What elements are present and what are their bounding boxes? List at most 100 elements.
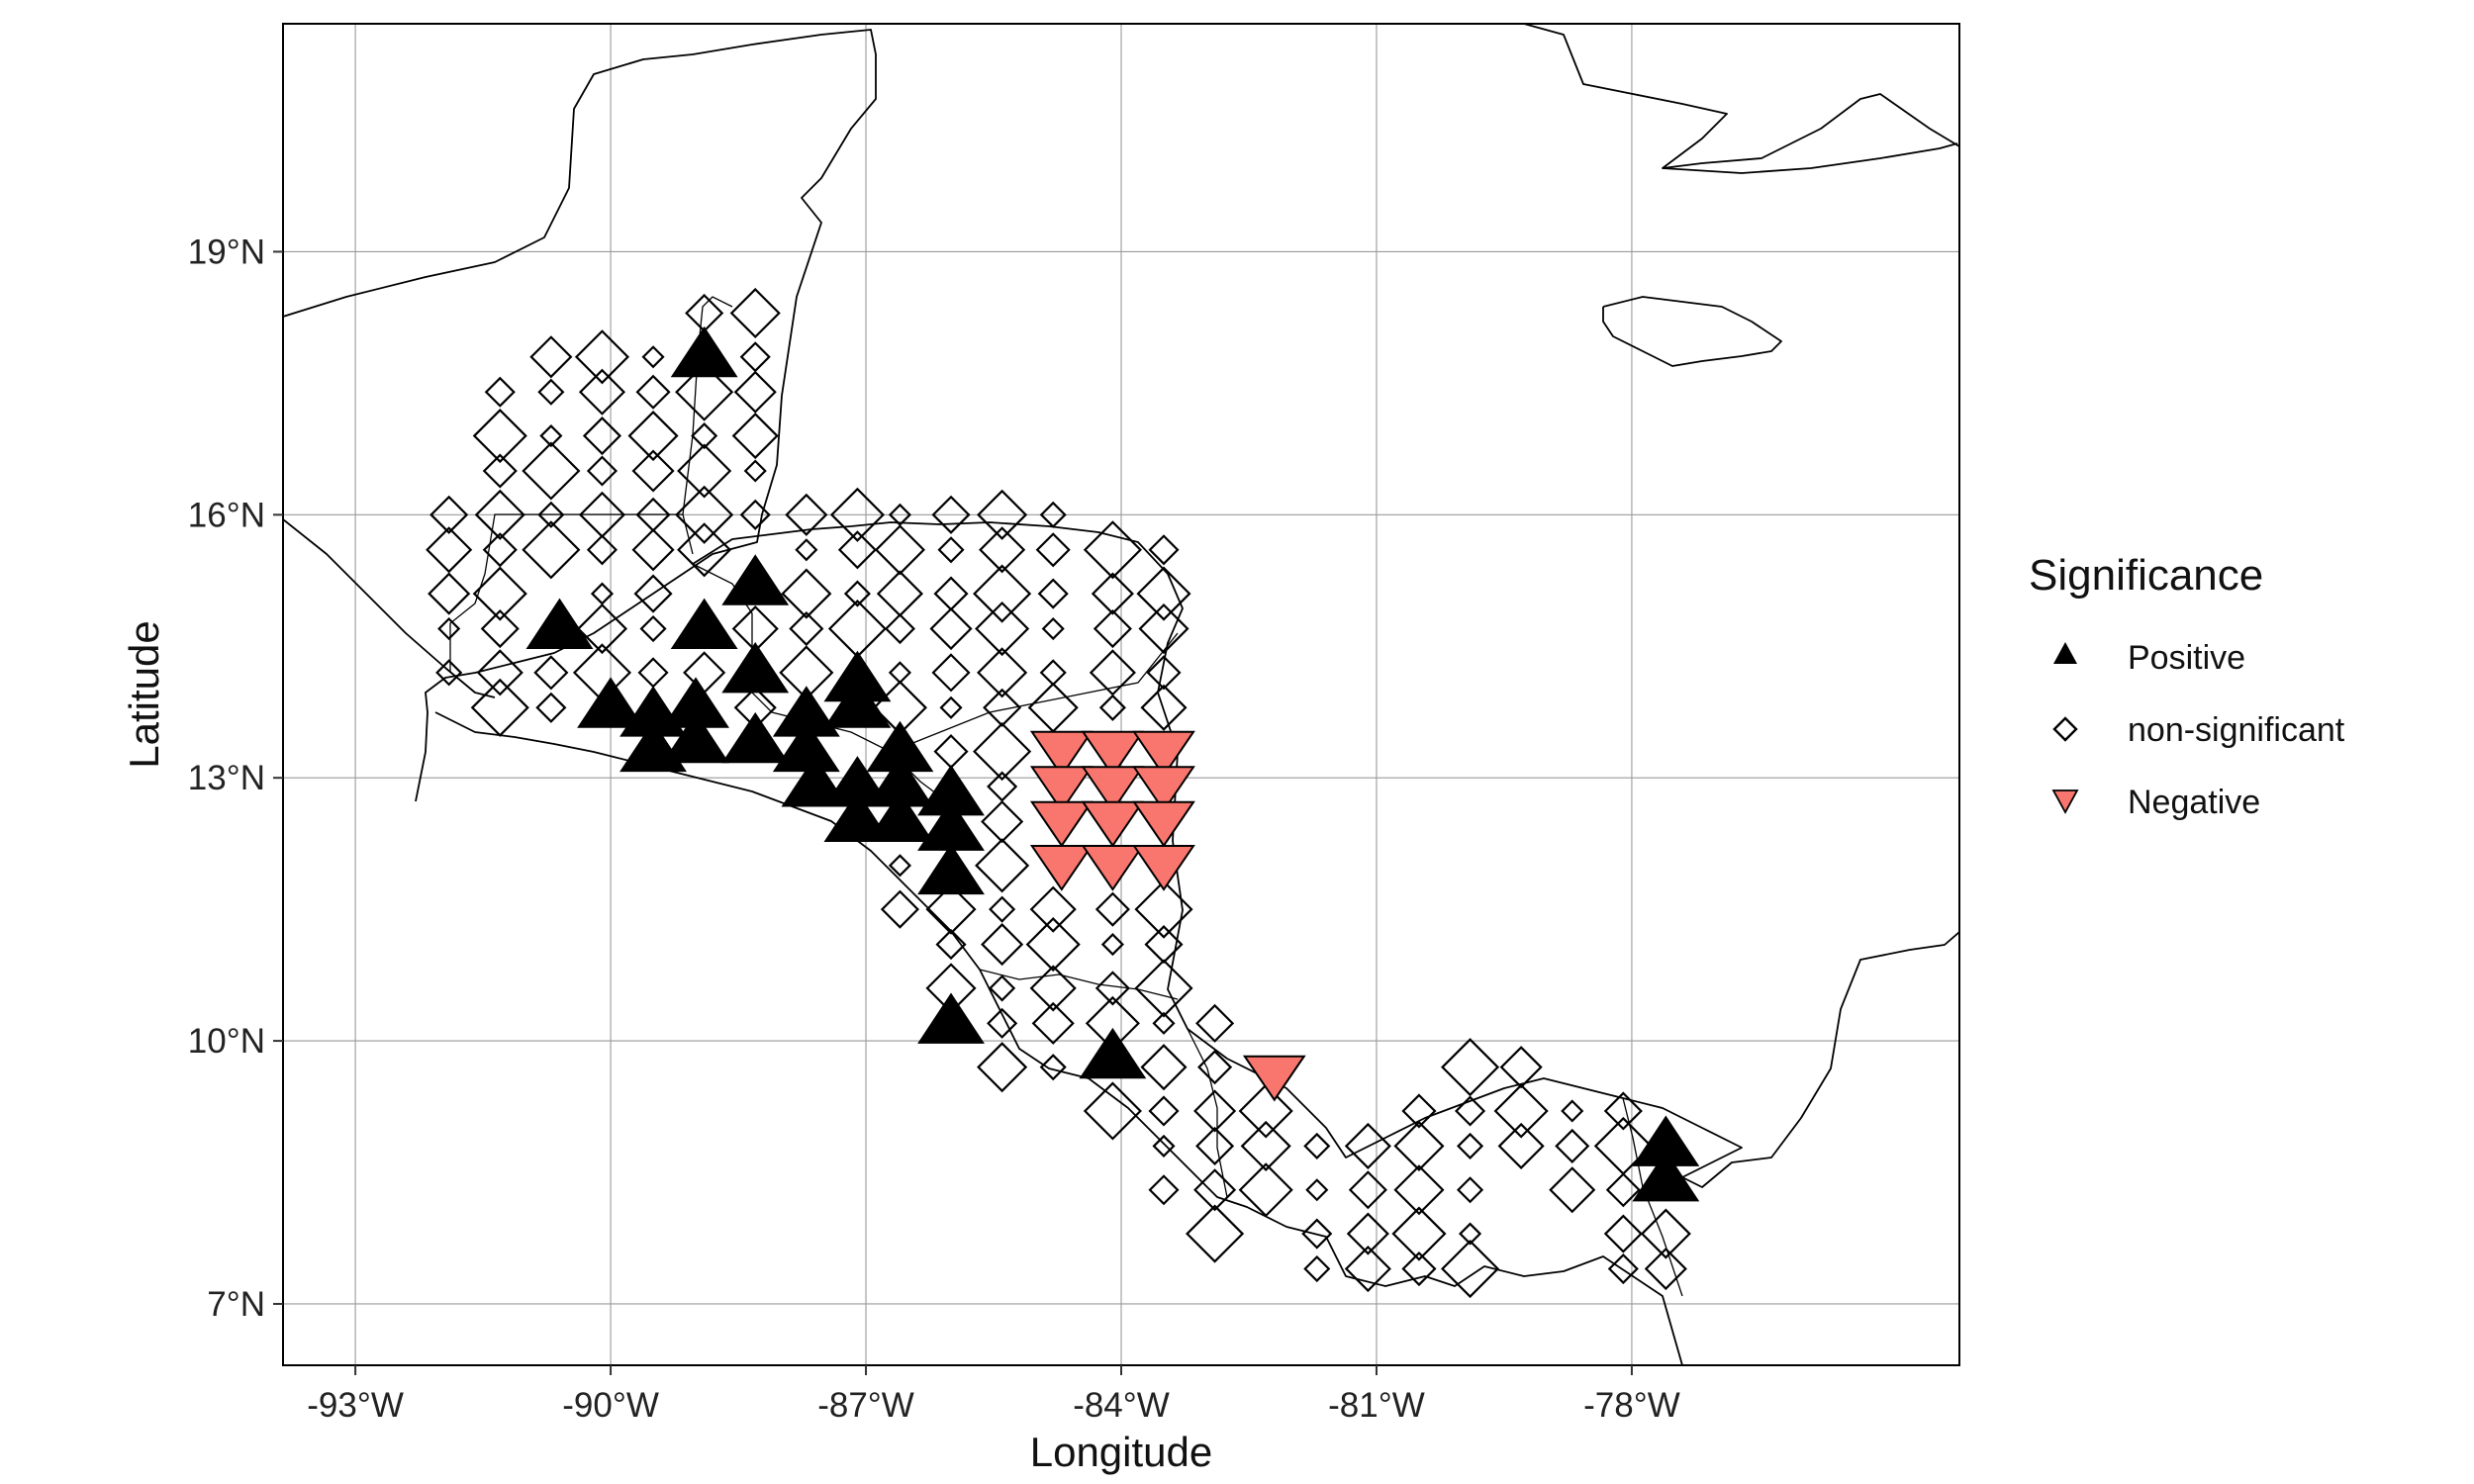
marker-positive: [917, 843, 985, 895]
marker-nonsignificant: [1303, 1132, 1331, 1159]
cuba-east-coastline: [1662, 142, 1958, 174]
marker-nonsignificant: [691, 421, 718, 450]
marker-nonsignificant: [1197, 1050, 1233, 1085]
y-tick-label: 13°N: [188, 759, 265, 797]
marker-nonsignificant: [989, 974, 1016, 1002]
marker-positive: [823, 677, 892, 728]
marker-positive: [781, 756, 849, 807]
marker-nonsignificant: [935, 929, 967, 961]
costa-rica-border: [979, 969, 1179, 1000]
marker-negative: [1132, 800, 1195, 848]
marker-nonsignificant: [631, 528, 675, 572]
marker-nonsignificant: [1301, 1218, 1333, 1250]
marker-nonsignificant: [677, 443, 732, 499]
marker-nonsignificant: [1039, 1054, 1067, 1081]
marker-nonsignificant: [539, 423, 563, 448]
legend-item-nonsignificant: non-significant: [2052, 711, 2345, 749]
marker-nonsignificant: [1603, 1214, 1643, 1253]
legend-title: Significance: [2029, 551, 2263, 600]
marker-nonsignificant: [1094, 971, 1130, 1006]
mexico-yucatan-coastline: [283, 29, 877, 802]
marker-negative: [1081, 766, 1145, 813]
marker-nonsignificant: [1240, 1120, 1291, 1171]
marker-nonsignificant: [739, 499, 771, 530]
y-tick-label: 7°N: [207, 1285, 265, 1324]
marker-nonsignificant: [484, 376, 516, 408]
marker-nonsignificant: [627, 410, 679, 462]
x-tick-label: -84°W: [1073, 1386, 1170, 1425]
nicaragua-border: [890, 632, 1179, 753]
marker-nonsignificant: [641, 345, 665, 369]
marker-nonsignificant: [1146, 655, 1182, 691]
marker-negative: [1029, 766, 1094, 813]
marker-nonsignificant: [1348, 1170, 1387, 1210]
marker-nonsignificant: [1605, 1172, 1641, 1208]
marker-nonsignificant: [1391, 1206, 1447, 1261]
central-america-caribbean-coastline: [692, 521, 1959, 1188]
x-tick-label: -81°W: [1328, 1386, 1425, 1425]
marker-nonsignificant: [1238, 1083, 1293, 1139]
marker-nonsignificant: [586, 455, 618, 487]
marker-nonsignificant: [1457, 1176, 1484, 1204]
marker-nonsignificant: [925, 883, 977, 935]
marker-nonsignificant: [476, 649, 523, 696]
marker-nonsignificant: [675, 485, 734, 544]
x-axis-title: Longitude: [1030, 1429, 1213, 1475]
marker-positive: [577, 677, 644, 728]
marker-nonsignificant: [843, 580, 871, 607]
marker-nonsignificant: [1195, 1003, 1235, 1043]
y-axis-ticks: 7°N 10°N 13°N 16°N 19°N: [188, 232, 283, 1324]
marker-nonsignificant: [631, 449, 675, 493]
marker-positive: [1079, 1027, 1147, 1079]
belize-border: [682, 296, 733, 515]
marker-nonsignificant: [537, 501, 565, 528]
marker-nonsignificant: [1031, 1001, 1075, 1045]
marker-nonsignificant: [931, 495, 971, 534]
marker-nonsignificant: [586, 534, 618, 566]
marker-positive: [662, 711, 729, 764]
marker-nonsignificant: [981, 799, 1024, 844]
marker-nonsignificant: [578, 368, 626, 416]
marker-nonsignificant: [1098, 694, 1126, 721]
marker-positive: [866, 790, 934, 843]
marker-negative: [1029, 730, 1094, 778]
marker-positive: [721, 641, 790, 694]
marker-nonsignificant: [1344, 1122, 1391, 1169]
marker-nonsignificant: [977, 647, 1028, 698]
marker-nonsignificant: [1140, 1044, 1188, 1091]
marker-nonsignificant: [429, 495, 469, 534]
marker-negative: [1242, 1055, 1306, 1102]
marker-nonsignificant: [1393, 1120, 1445, 1171]
marker-nonsignificant: [1193, 1168, 1237, 1212]
marker-negative: [1081, 800, 1145, 848]
y-tick-label: 10°N: [188, 1022, 265, 1061]
marker-nonsignificant: [1393, 1164, 1445, 1216]
marker-nonsignificant: [1457, 1132, 1484, 1159]
marker-nonsignificant: [1134, 959, 1193, 1018]
marker-nonsignificant: [743, 459, 767, 483]
marker-nonsignificant: [975, 601, 1030, 657]
x-tick-label: -90°W: [562, 1386, 659, 1425]
map-markers: [426, 287, 1700, 1299]
legend-item-negative: Negative: [2051, 784, 2260, 821]
marker-nonsignificant: [482, 453, 518, 489]
marker-nonsignificant: [1037, 578, 1069, 609]
marker-nonsignificant: [1091, 572, 1134, 615]
legend-label-nonsignificant: non-significant: [2128, 711, 2345, 749]
marker-nonsignificant: [677, 522, 732, 578]
marker-nonsignificant: [1607, 1252, 1639, 1285]
marker-nonsignificant: [977, 489, 1028, 540]
marker-nonsignificant: [977, 1042, 1028, 1093]
marker-nonsignificant: [533, 655, 569, 691]
marker-nonsignificant: [931, 653, 971, 693]
marker-nonsignificant: [939, 696, 963, 719]
marker-nonsignificant: [437, 616, 461, 641]
marker-negative: [1029, 800, 1094, 848]
marker-nonsignificant: [1455, 1095, 1486, 1127]
marker-nonsignificant: [1152, 1011, 1176, 1035]
marker-nonsignificant: [1459, 1222, 1482, 1246]
marker-nonsignificant: [1493, 1083, 1549, 1139]
legend-label-negative: Negative: [2128, 784, 2260, 821]
